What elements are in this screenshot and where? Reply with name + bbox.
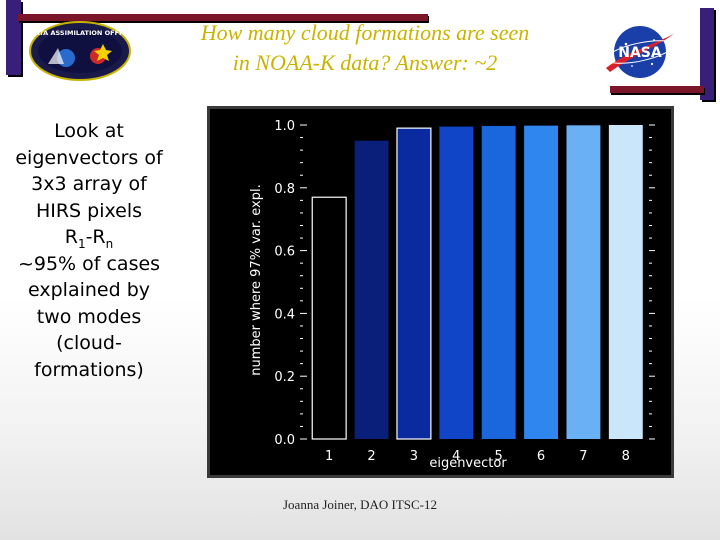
bullet-rn: -R xyxy=(85,226,106,248)
bullet-sub-1: 1 xyxy=(77,236,86,251)
bar-eigenvector-3 xyxy=(396,127,432,440)
bullet-line-10: formations) xyxy=(34,358,144,381)
bullet-line-8: two modes xyxy=(36,305,142,328)
x-tick-label: 3 xyxy=(410,449,418,464)
x-tick-label: 1 xyxy=(325,449,333,464)
bar-eigenvector-4 xyxy=(439,126,474,439)
bullet-line-2: eigenvectors of xyxy=(15,146,163,169)
x-tick-label: 2 xyxy=(367,449,375,464)
dao-logo-icon: DATA ASSIMILATION OFFICE xyxy=(29,21,131,81)
x-tick-label: 7 xyxy=(579,449,587,464)
x-tick-label: 5 xyxy=(495,449,503,464)
x-axis-label: eigenvector xyxy=(429,456,507,471)
chart-panel: 1 2 3 4 5 6 7 8 0.0 0.2 0.4 0.6 0.8 1.0 number where … xyxy=(207,106,674,478)
y-tick-label: 0.4 xyxy=(274,307,295,322)
bullet-line-1: Look at xyxy=(54,120,124,142)
x-tick-label: 4 xyxy=(452,449,460,464)
slide-title-line-1: How many cloud formations are seen xyxy=(200,20,530,45)
bar-eigenvector-7 xyxy=(566,125,601,439)
bullet-line-7: explained by xyxy=(28,279,150,301)
bullet-text: Look at eigenvectors of 3x3 array of HIR… xyxy=(0,118,178,383)
x-tick-label: 6 xyxy=(537,449,545,464)
nasa-logo-text: NASA xyxy=(618,45,662,61)
slide-title-line-2: in NOAA-K data? Answer: ~2 xyxy=(232,50,498,75)
bar-eigenvector-6 xyxy=(524,125,559,440)
y-tick-label: 0.6 xyxy=(274,245,295,260)
bar-eigenvector-8 xyxy=(608,125,643,439)
bullet-line-3: 3x3 array of xyxy=(31,173,147,195)
bullet-sub-n: n xyxy=(105,236,114,251)
bullet-line-4: HIRS pixels xyxy=(35,199,143,222)
nasa-logo-icon: NASA xyxy=(606,26,674,78)
bullet-line-5: R1-Rn xyxy=(0,224,178,251)
y-tick-label: 0.8 xyxy=(274,182,295,197)
bullet-r1: R xyxy=(64,226,78,248)
frame-bar-top xyxy=(18,14,428,21)
footer-credit: Joanna Joiner, DAO ITSC-12 xyxy=(282,497,437,512)
y-tick-label: 1.0 xyxy=(274,119,295,134)
bar-eigenvector-1 xyxy=(311,196,347,440)
frame-bar-right xyxy=(700,8,714,100)
bullet-line-9: (cloud- xyxy=(56,332,122,354)
slide-title: How many cloud formations are seen in NO… xyxy=(140,18,590,78)
bar-eigenvector-5 xyxy=(481,125,516,439)
y-tick-label: 0.0 xyxy=(274,433,295,448)
y-tick-label: 0.2 xyxy=(274,370,295,385)
dao-logo-text: DATA ASSIMILATION OFFICE xyxy=(29,29,130,37)
bar-eigenvector-2 xyxy=(354,140,389,439)
y-axis-label: number where 97% var. expl. xyxy=(249,184,264,376)
eigenvector-bar-chart: 1 2 3 4 5 6 7 8 0.0 0.2 0.4 0.6 0.8 1.0 number where … xyxy=(249,119,655,471)
bullet-line-6: ~95% of cases xyxy=(17,252,161,275)
x-tick-label: 8 xyxy=(622,449,630,464)
frame-bar-right-accent xyxy=(610,86,704,93)
frame-bar-left xyxy=(6,0,21,75)
